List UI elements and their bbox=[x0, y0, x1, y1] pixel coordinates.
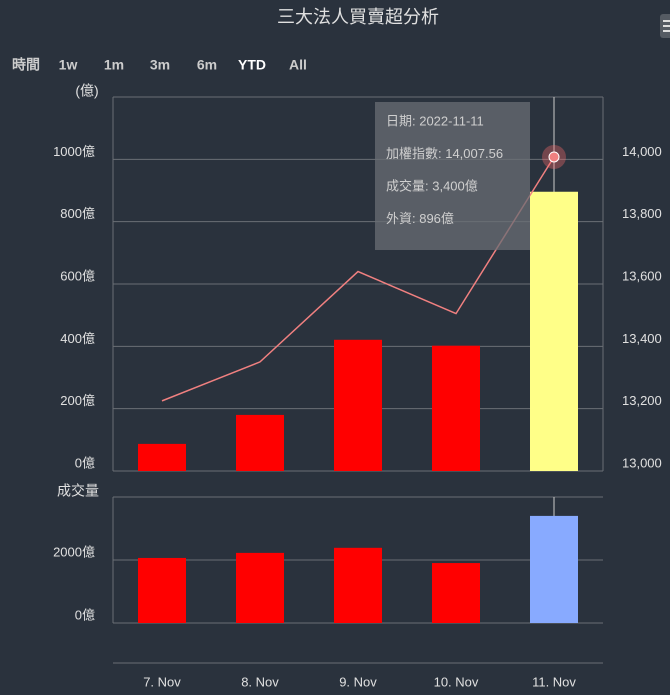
y-tick-label: 0億 bbox=[75, 607, 95, 622]
x-tick-label: 11. Nov bbox=[532, 674, 576, 689]
y2-tick-label: 13,800 bbox=[622, 206, 662, 221]
tooltip-text: 外資: 896億 bbox=[386, 211, 454, 226]
y2-tick-label: 13,400 bbox=[622, 331, 662, 346]
range-button[interactable]: 1w bbox=[59, 57, 78, 73]
bar bbox=[432, 345, 480, 471]
bar bbox=[334, 339, 382, 471]
bar bbox=[334, 547, 382, 623]
x-tick-label: 8. Nov bbox=[241, 674, 279, 689]
x-tick-label: 9. Nov bbox=[339, 674, 377, 689]
y2-tick-label: 13,600 bbox=[622, 268, 662, 283]
bar bbox=[236, 552, 284, 623]
y2-tick-label: 13,200 bbox=[622, 393, 662, 408]
tooltip-box bbox=[375, 102, 530, 250]
range-button[interactable]: 3m bbox=[150, 57, 170, 73]
range-button[interactable]: 6m bbox=[197, 57, 217, 73]
y2-tick-label: 14,000 bbox=[622, 144, 662, 159]
x-tick-label: 10. Nov bbox=[434, 674, 479, 689]
y-axis-title: (億) bbox=[75, 83, 98, 99]
tooltip-text: 日期: 2022-11-11 bbox=[386, 113, 484, 128]
bar bbox=[138, 557, 186, 623]
y-axis-title: 成交量 bbox=[57, 483, 99, 499]
range-button[interactable]: YTD bbox=[238, 57, 266, 73]
chart-title: 三大法人買賣超分析 bbox=[277, 7, 439, 27]
range-button[interactable]: All bbox=[289, 57, 307, 73]
y-tick-label: 2000億 bbox=[53, 544, 95, 559]
bar bbox=[530, 515, 578, 623]
y2-tick-label: 13,000 bbox=[622, 455, 662, 470]
line-series bbox=[161, 156, 555, 402]
menu-icon[interactable] bbox=[660, 14, 670, 38]
bar bbox=[236, 414, 284, 471]
y-tick-label: 0億 bbox=[75, 455, 95, 470]
hover-marker bbox=[548, 151, 560, 163]
bar bbox=[530, 191, 578, 471]
y-tick-label: 800億 bbox=[60, 206, 95, 221]
y-tick-label: 1000億 bbox=[53, 144, 95, 159]
y-tick-label: 600億 bbox=[60, 268, 95, 283]
bar bbox=[138, 443, 186, 471]
bar bbox=[432, 563, 480, 623]
tooltip-text: 成交量: 3,400億 bbox=[386, 178, 478, 193]
y-tick-label: 400億 bbox=[60, 331, 95, 346]
range-label: 時間 bbox=[12, 57, 40, 73]
range-button[interactable]: 1m bbox=[104, 57, 124, 73]
x-tick-label: 7. Nov bbox=[143, 674, 181, 689]
tooltip-text: 加權指數: 14,007.56 bbox=[386, 146, 503, 161]
y-tick-label: 200億 bbox=[60, 393, 95, 408]
